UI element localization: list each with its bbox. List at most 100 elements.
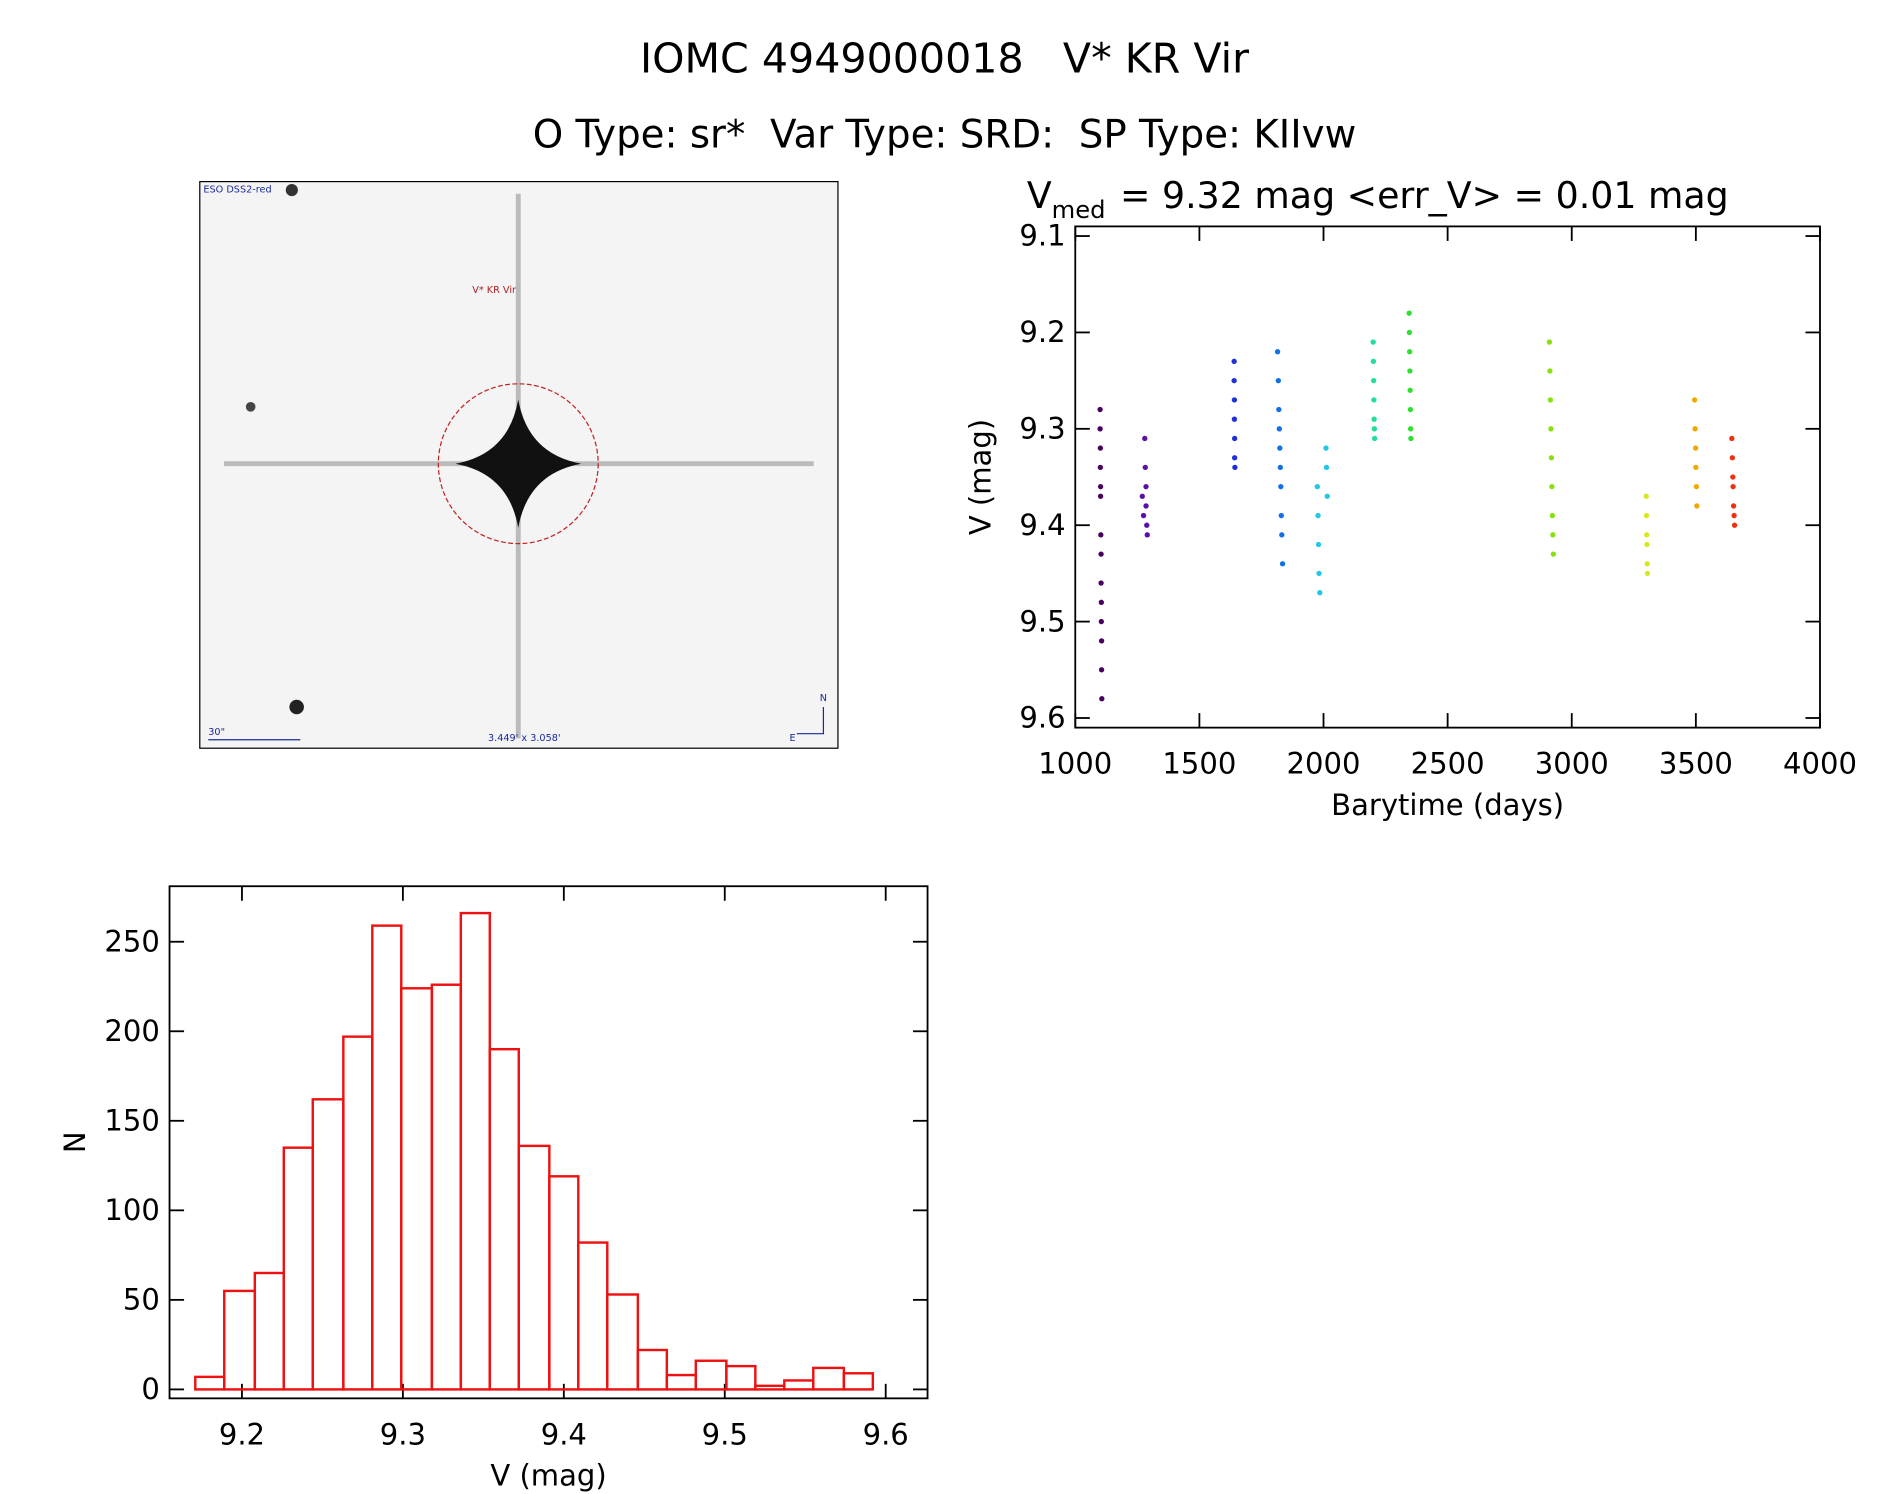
star — [455, 399, 582, 528]
data-point — [1276, 426, 1282, 432]
data-point — [1370, 358, 1377, 365]
scale-label: 30" — [208, 727, 225, 738]
x-axis-label: Barytime (days) — [1331, 788, 1564, 822]
data-point — [1324, 493, 1330, 499]
histogram-bar — [754, 1384, 786, 1391]
data-point — [1276, 406, 1282, 413]
x-tick-label: 3000 — [1535, 747, 1609, 781]
data-point — [1730, 503, 1737, 509]
x-tick-label: 2000 — [1287, 747, 1361, 781]
x-tick-label: 9.3 — [380, 1417, 426, 1451]
data-point — [1406, 310, 1412, 316]
x-tick-label: 9.5 — [702, 1417, 748, 1451]
x-tick-label: 1000 — [1038, 747, 1112, 781]
histogram-bar — [665, 1373, 698, 1391]
data-point — [1550, 551, 1557, 557]
data-point — [1143, 483, 1149, 490]
data-point — [1406, 329, 1413, 336]
y-tick-label: 150 — [104, 1103, 159, 1137]
data-point — [1730, 474, 1736, 480]
data-point — [1097, 493, 1104, 499]
data-point — [1098, 667, 1105, 673]
star — [289, 699, 304, 715]
x-tick-label: 1500 — [1162, 747, 1236, 781]
data-point — [1232, 464, 1238, 471]
plot-title: Vmed = 9.32 mag <err_V> = 0.01 mag — [1027, 174, 1729, 224]
data-point — [1315, 512, 1321, 519]
data-point — [1098, 618, 1105, 625]
histogram-bar — [430, 983, 463, 1391]
histogram-bar — [223, 1289, 257, 1391]
y-tick-label: 50 — [123, 1283, 160, 1317]
data-point — [1407, 387, 1413, 393]
data-point — [1144, 532, 1150, 538]
histogram-bar — [459, 911, 492, 1391]
data-point — [1098, 638, 1105, 644]
data-point — [1097, 426, 1103, 432]
data-point — [1278, 483, 1284, 490]
data-point — [1371, 426, 1378, 432]
data-point — [1643, 493, 1649, 499]
data-point — [1323, 464, 1330, 471]
data-point — [1693, 483, 1700, 490]
data-point — [1644, 561, 1650, 567]
data-point — [1099, 696, 1105, 702]
data-point — [1408, 435, 1414, 442]
data-point — [1323, 445, 1329, 451]
y-tick-label: 9.1 — [1019, 219, 1065, 253]
histogram-bar — [812, 1366, 846, 1391]
data-point — [1547, 368, 1553, 374]
data-point — [1277, 464, 1283, 471]
x-tick-label: 9.2 — [219, 1417, 265, 1451]
data-point — [1548, 426, 1554, 432]
y-tick-label: 9.2 — [1019, 315, 1065, 349]
data-point — [1692, 445, 1699, 451]
x-tick-label: 9.4 — [541, 1417, 587, 1451]
data-point — [1274, 349, 1281, 355]
plot-frame — [1074, 225, 1821, 729]
data-point — [1694, 503, 1700, 509]
data-point — [1370, 339, 1376, 345]
data-point — [1548, 455, 1555, 461]
y-axis-label: N — [58, 1131, 92, 1153]
histogram-bar — [636, 1348, 669, 1391]
data-point — [1097, 406, 1103, 413]
data-point — [1142, 464, 1148, 471]
histogram-bar — [517, 1144, 551, 1391]
title-part: = 9.32 mag <err_V> = 0.01 mag — [1120, 174, 1729, 217]
data-point — [1547, 397, 1554, 403]
data-point — [1407, 426, 1414, 432]
data-point — [1143, 503, 1149, 509]
data-point — [1729, 435, 1735, 442]
histogram-bar — [842, 1372, 875, 1391]
y-tick-label: 250 — [104, 924, 159, 958]
histogram-bar — [725, 1364, 757, 1391]
histogram-bar — [400, 987, 434, 1391]
data-point — [1549, 483, 1555, 490]
data-point — [1142, 435, 1148, 442]
data-point — [1550, 532, 1556, 538]
target-label: V* KR Vir — [472, 285, 516, 296]
star — [245, 401, 256, 412]
y-tick-label: 9.4 — [1019, 508, 1065, 542]
histogram-bar — [577, 1241, 609, 1391]
data-point — [1407, 406, 1414, 413]
histogram-bar — [488, 1047, 520, 1391]
y-tick-label: 9.6 — [1019, 701, 1065, 735]
histogram-bar — [282, 1146, 314, 1391]
east-label: E — [790, 733, 796, 744]
data-point — [1098, 532, 1104, 538]
data-point — [1278, 512, 1284, 519]
histogram-bar — [548, 1175, 580, 1391]
x-tick-label: 4000 — [1783, 747, 1857, 781]
compass — [796, 707, 825, 735]
data-point — [1097, 483, 1104, 490]
data-point — [1315, 541, 1322, 548]
histogram-bar — [606, 1293, 640, 1391]
data-point — [1231, 397, 1238, 403]
field-label: 3.449' x 3.058' — [488, 733, 561, 744]
data-point — [1549, 512, 1556, 519]
data-point — [1098, 599, 1105, 605]
x-tick-label: 9.6 — [863, 1417, 909, 1451]
data-point — [1731, 522, 1738, 528]
